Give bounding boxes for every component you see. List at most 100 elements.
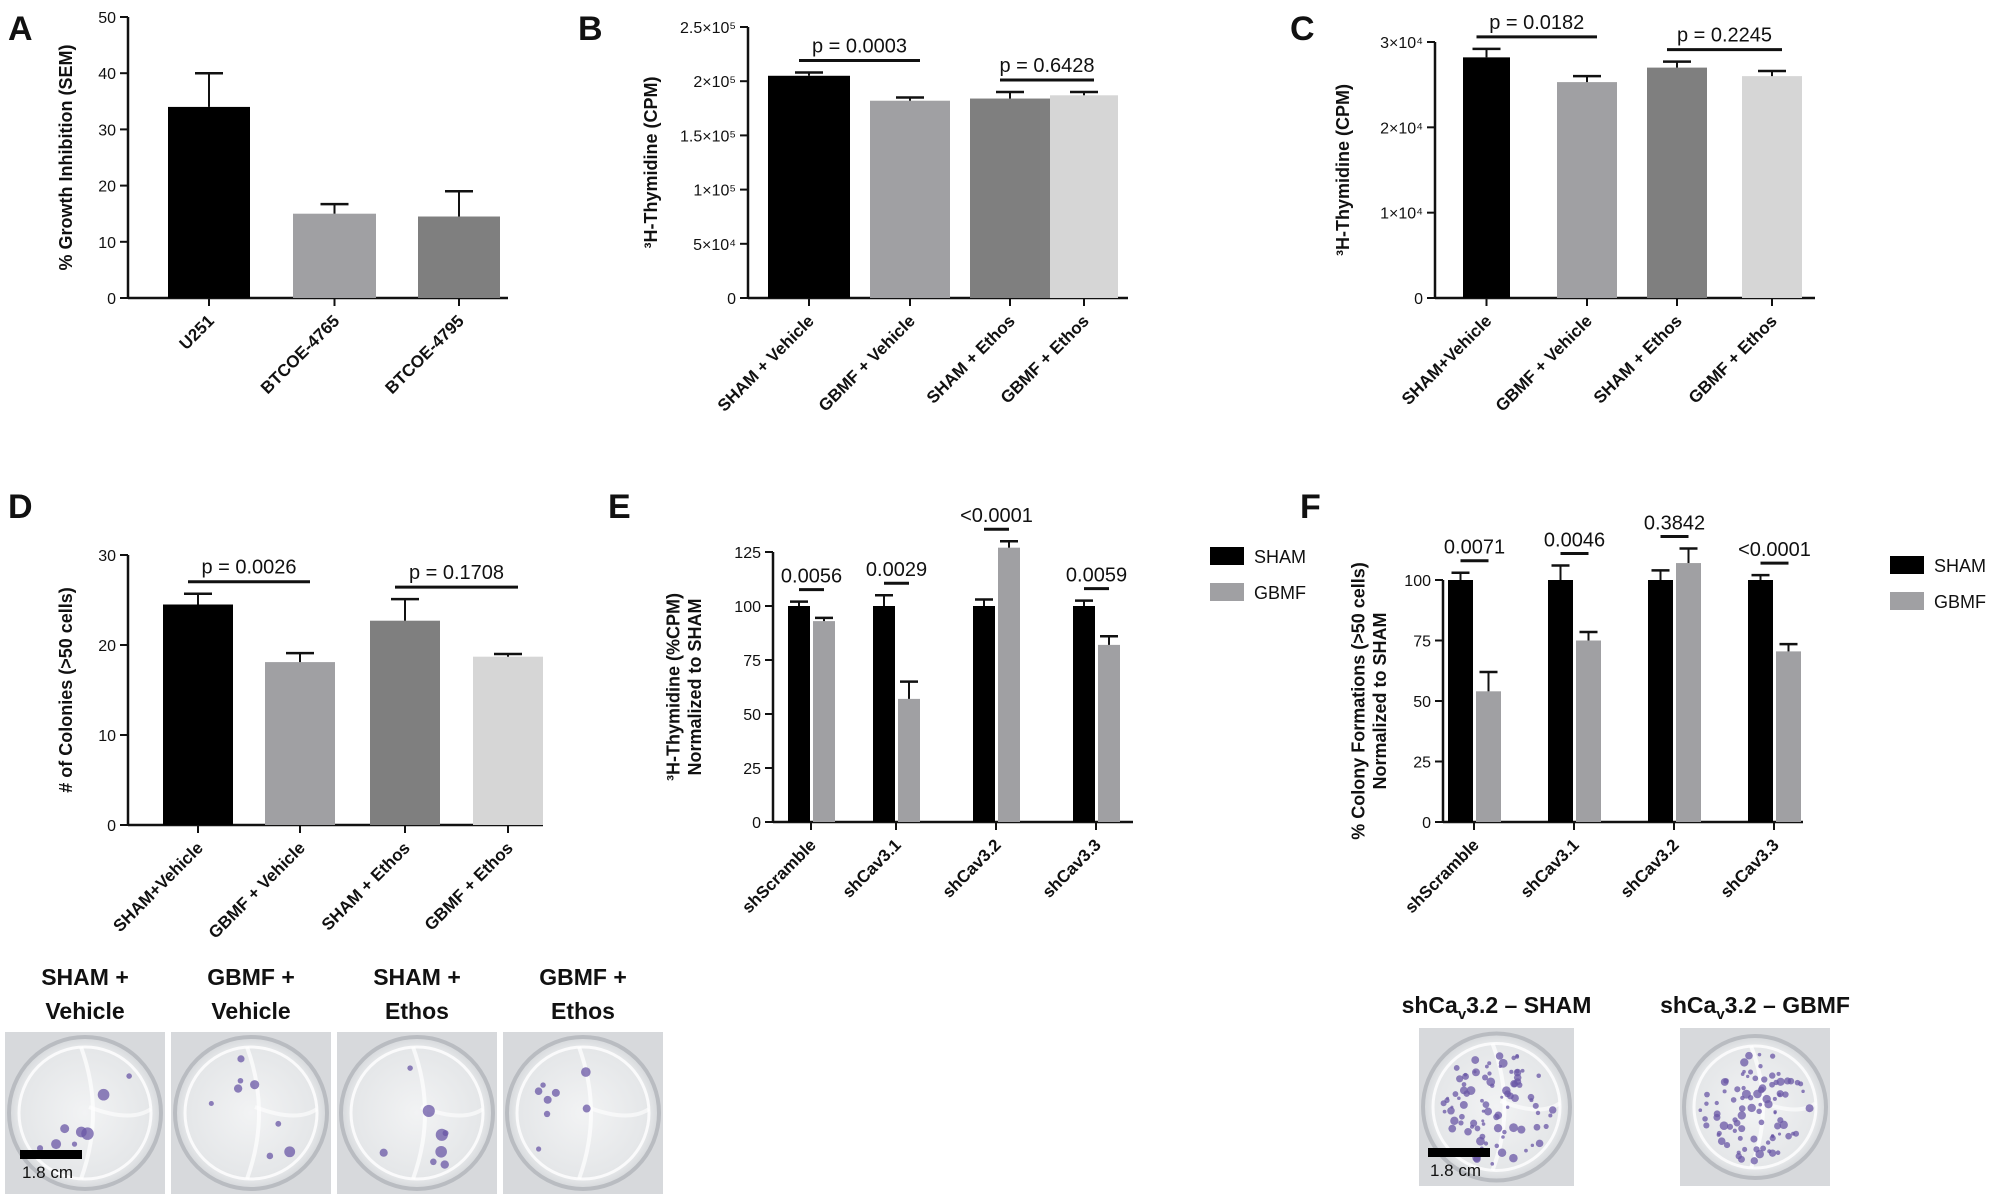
colony-dot bbox=[233, 1084, 243, 1093]
colony-dot bbox=[1511, 1055, 1517, 1061]
scale-bar-label: 1.8 cm bbox=[22, 1163, 73, 1182]
y-axis-label: ³H-Thymidine (CPM) bbox=[1333, 84, 1353, 256]
colony-dot bbox=[1740, 1058, 1749, 1067]
colony-dot bbox=[1497, 1148, 1507, 1157]
colony-dot bbox=[1774, 1122, 1782, 1130]
bar bbox=[163, 604, 233, 825]
colony-dot bbox=[1757, 1052, 1762, 1057]
photo-title-part: 3.2 – SHAM bbox=[1466, 992, 1591, 1018]
colony-dot bbox=[1481, 1122, 1486, 1126]
colony-dot bbox=[1777, 1117, 1784, 1124]
y-axis-label-line: Normalized to SHAM bbox=[1370, 612, 1390, 789]
colony-dot bbox=[1741, 1085, 1746, 1091]
x-tick-label: shCav3.1 bbox=[1517, 835, 1583, 901]
colony-dot bbox=[1758, 1119, 1765, 1126]
colony-dot bbox=[1536, 1073, 1541, 1079]
colony-dot bbox=[1549, 1106, 1557, 1114]
colony-dot bbox=[75, 1126, 87, 1138]
y-tick-label: 30 bbox=[98, 122, 116, 139]
x-tick-label: shScramble bbox=[738, 835, 820, 917]
x-tick-label: GBMF + Vehicle bbox=[205, 838, 309, 942]
bar bbox=[1463, 57, 1510, 298]
colony-dot bbox=[1470, 1119, 1478, 1127]
bar bbox=[370, 620, 440, 825]
panel-label: E bbox=[608, 488, 631, 526]
colony-dot bbox=[1548, 1113, 1553, 1118]
photo-title-line: GBMF + bbox=[539, 964, 627, 990]
bar bbox=[898, 698, 920, 822]
bar bbox=[473, 656, 543, 825]
colony-dot bbox=[1509, 1069, 1514, 1074]
colony-dot bbox=[422, 1104, 435, 1117]
colony-dot bbox=[1756, 1108, 1762, 1115]
colony-dot bbox=[1703, 1122, 1710, 1129]
colony-dot bbox=[1758, 1084, 1767, 1093]
x-tick-label: SHAM + Ethos bbox=[318, 838, 414, 934]
photo-title-line: GBMF + bbox=[207, 964, 295, 990]
colony-dot bbox=[1473, 1070, 1477, 1074]
colony-dot bbox=[1783, 1077, 1792, 1085]
panel-label: B bbox=[578, 10, 603, 48]
colony-dot bbox=[71, 1141, 78, 1147]
colony-dot bbox=[1702, 1116, 1708, 1122]
colony-dot bbox=[1760, 1145, 1767, 1152]
colony-dot bbox=[1464, 1127, 1472, 1136]
colony-dot bbox=[237, 1077, 244, 1084]
p-value-label: p = 0.6428 bbox=[999, 55, 1094, 77]
bar bbox=[418, 216, 500, 298]
p-value-label: 0.0029 bbox=[866, 559, 927, 581]
dish-rim bbox=[505, 1035, 661, 1191]
colony-dot bbox=[1704, 1091, 1710, 1098]
bar bbox=[1073, 606, 1095, 822]
bar bbox=[1676, 563, 1701, 822]
photo-title: SHAM + Vehicle bbox=[41, 964, 129, 1024]
y-tick-label: 20 bbox=[98, 638, 116, 655]
colony-dot bbox=[1758, 1102, 1763, 1107]
y-axis-label: ³H-Thymidine (%CPM)Normalized to SHAM bbox=[664, 593, 706, 781]
colony-dot bbox=[1732, 1117, 1738, 1123]
colony-dot bbox=[1742, 1069, 1746, 1074]
colony-dot bbox=[440, 1160, 449, 1169]
colony-dot bbox=[1483, 1141, 1489, 1146]
p-value-label: p = 0.0026 bbox=[201, 557, 296, 579]
colony-dot bbox=[1530, 1143, 1535, 1148]
photo-title-part: 3.2 – GBMF bbox=[1725, 992, 1850, 1018]
colony-dot bbox=[1463, 1090, 1470, 1097]
colony-dot bbox=[1772, 1096, 1777, 1101]
y-tick-label: 25 bbox=[1413, 755, 1431, 772]
colony-dot bbox=[1535, 1139, 1544, 1148]
colony-dot bbox=[126, 1073, 132, 1079]
colony-dot bbox=[1755, 1149, 1764, 1159]
colony-dot bbox=[1476, 1136, 1485, 1146]
panel-a: A 0 10 20 30 40 50 % Growth Inhibition (SEM) U25… bbox=[8, 10, 508, 398]
panel-b: B 0 5×10⁴ 1×10⁵ 1.5×10⁵ 2×10⁵ 2.5×10⁵ ³H-Thymid… bbox=[578, 10, 1128, 415]
x-tick-label: SHAM + Vehicle bbox=[714, 311, 818, 415]
photo-title-line: Ethos bbox=[385, 998, 449, 1024]
bar bbox=[1576, 640, 1601, 822]
colony-dot bbox=[1769, 1053, 1776, 1059]
colony-dot bbox=[1458, 1120, 1464, 1126]
colony-dot bbox=[1459, 1100, 1468, 1109]
colony-dot bbox=[1771, 1134, 1775, 1139]
bar bbox=[768, 75, 850, 298]
legend-label: SHAM bbox=[1934, 556, 1986, 576]
colony-dot bbox=[1543, 1123, 1549, 1129]
panel-label: D bbox=[8, 488, 33, 526]
bar bbox=[970, 98, 1050, 298]
colony-dot bbox=[1484, 1064, 1489, 1069]
well-divider bbox=[586, 1105, 651, 1118]
scale-bar-label: 1.8 cm bbox=[1430, 1161, 1481, 1180]
colony-dot bbox=[1777, 1092, 1782, 1097]
colony-dot bbox=[36, 1145, 44, 1152]
colony-dot bbox=[435, 1145, 447, 1158]
colony-dot bbox=[1717, 1137, 1726, 1146]
well-divider bbox=[254, 1105, 319, 1118]
colony-dot bbox=[1515, 1054, 1520, 1059]
scale-bar bbox=[20, 1150, 82, 1159]
colony-dot bbox=[1482, 1074, 1489, 1081]
colony-dot bbox=[1793, 1130, 1800, 1137]
photo-title: shCav3.2 – SHAM bbox=[1402, 992, 1592, 1023]
bar bbox=[973, 606, 995, 822]
photo-title-subscript: v bbox=[1716, 1006, 1725, 1023]
